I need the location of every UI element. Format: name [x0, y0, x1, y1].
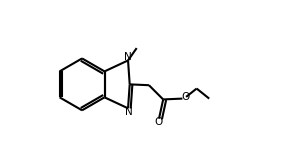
Text: O: O	[181, 92, 190, 102]
Text: O: O	[155, 117, 163, 127]
Text: N: N	[125, 107, 133, 117]
Text: N: N	[124, 52, 132, 62]
